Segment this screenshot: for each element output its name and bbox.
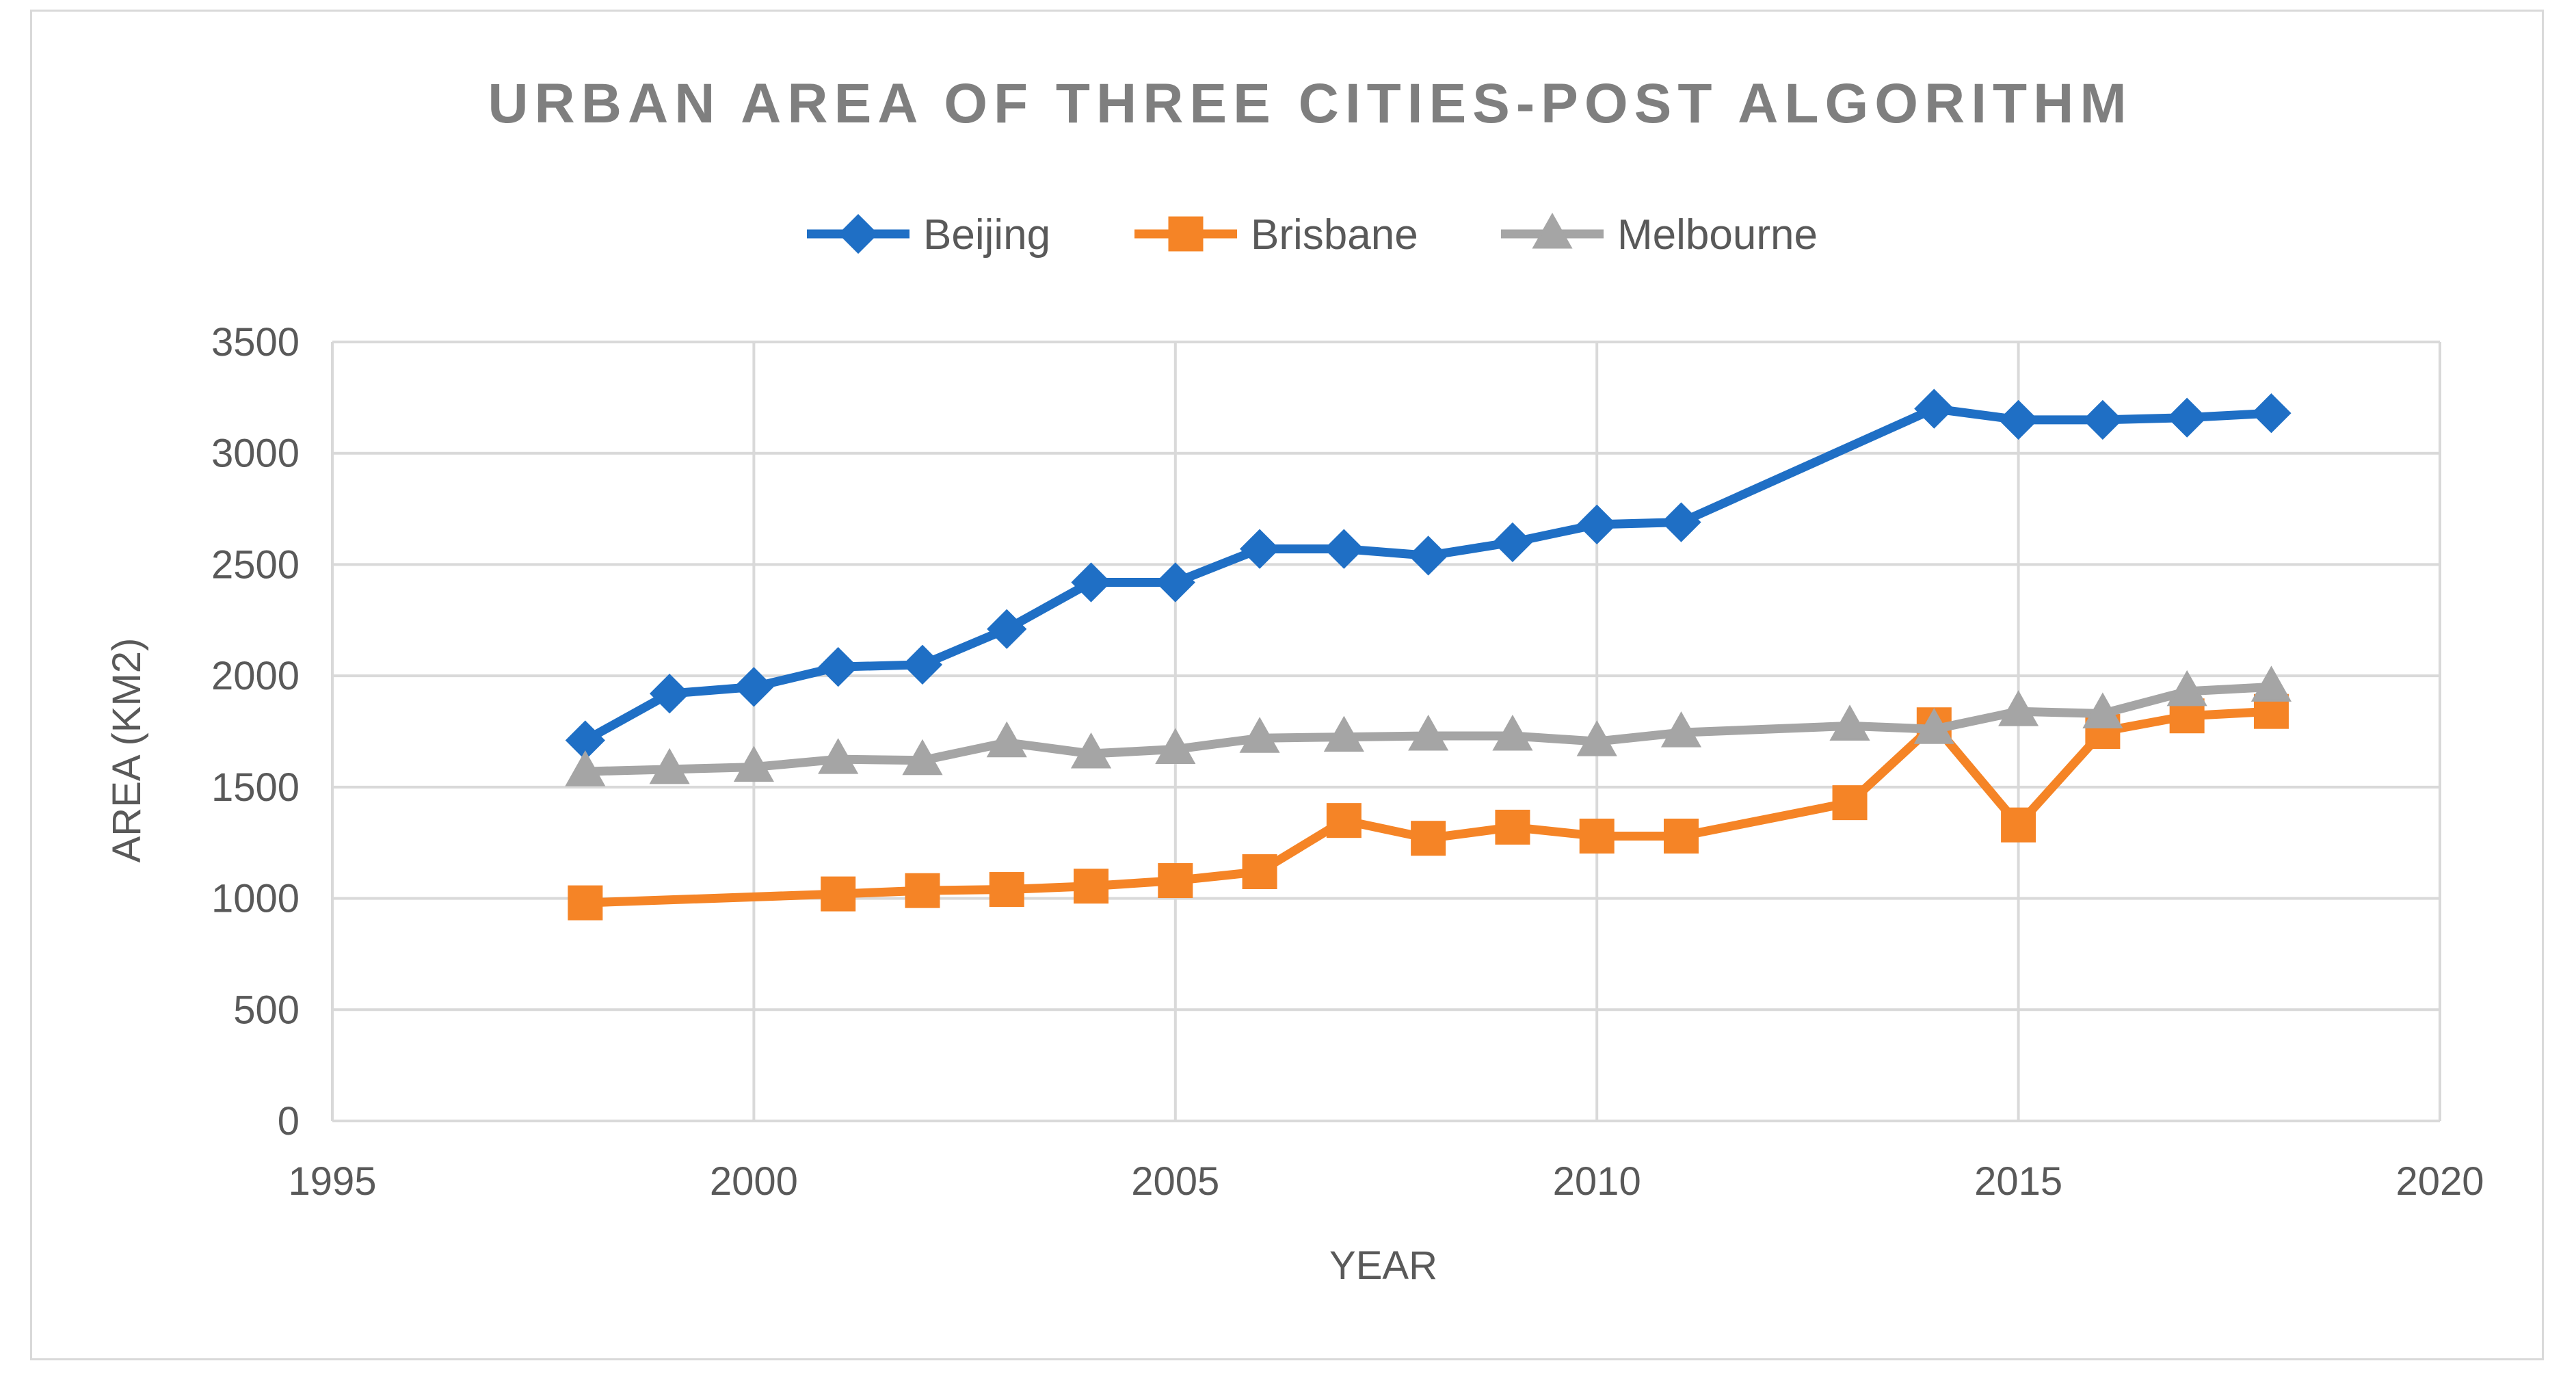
beijing-point [1155, 562, 1195, 603]
beijing-point [987, 609, 1027, 649]
gridlines [331, 341, 2441, 1122]
y-tick-label: 2500 [211, 542, 300, 587]
y-tick-label: 3500 [211, 320, 300, 365]
beijing-point [1914, 388, 1954, 429]
line-chart: URBAN AREA OF THREE CITIES-POST ALGORITH… [105, 72, 2484, 1288]
brisbane-point [1411, 821, 1446, 856]
chart-title: URBAN AREA OF THREE CITIES-POST ALGORITH… [488, 72, 2132, 135]
melbourne-point [986, 721, 1027, 758]
beijing-point [1998, 399, 2039, 440]
legend-triangle-icon [1532, 212, 1573, 249]
melbourne-point [1070, 732, 1112, 769]
beijing-point [1661, 502, 1701, 542]
beijing-point [2167, 397, 2207, 438]
y-axis-title: AREA (KM2) [105, 638, 149, 863]
series-brisbane [568, 694, 2289, 921]
legend-item-beijing: Beijing [807, 211, 1050, 259]
series-layer [565, 388, 2292, 921]
legend-label: Brisbane [1251, 211, 1418, 259]
melbourne-point [1239, 717, 1280, 753]
brisbane-point [1242, 854, 1277, 890]
x-tick-label: 2020 [2395, 1159, 2484, 1204]
x-tick-label: 2010 [1553, 1159, 1641, 1204]
legend-item-melbourne: Melbourne [1501, 211, 1818, 259]
y-tick-label: 3000 [211, 432, 300, 476]
beijing-point [1577, 504, 1617, 544]
brisbane-point [905, 873, 940, 908]
melbourne-point [1323, 715, 1364, 752]
melbourne-point [902, 739, 943, 776]
x-tick-label: 1995 [288, 1159, 376, 1204]
brisbane-point [1832, 785, 1868, 821]
beijing-point [734, 667, 774, 707]
melbourne-point [1660, 711, 1702, 748]
beijing-point [1071, 562, 1111, 603]
melbourne-point [733, 745, 774, 782]
brisbane-point [1074, 869, 1109, 904]
x-axis-title: YEAR [1329, 1243, 1437, 1288]
melbourne-point [1576, 720, 1617, 756]
melbourne-point [818, 738, 859, 774]
melbourne-point [649, 748, 690, 784]
legend-label: Melbourne [1617, 211, 1818, 259]
x-tick-label: 2005 [1131, 1159, 1219, 1204]
beijing-point [1492, 522, 1533, 563]
brisbane-point [1663, 818, 1699, 854]
brisbane-point [1579, 818, 1615, 854]
melbourne-point [2166, 670, 2207, 706]
y-tick-label: 2000 [211, 654, 300, 698]
beijing-point [1239, 529, 1280, 569]
melbourne-point [565, 750, 606, 787]
brisbane-point [989, 872, 1024, 908]
melbourne-point [1913, 708, 1954, 744]
y-tick-label: 1000 [211, 877, 300, 921]
melbourne-point [1492, 714, 1533, 751]
chart-frame: URBAN AREA OF THREE CITIES-POST ALGORITH… [30, 10, 2544, 1360]
y-tick-label: 1500 [211, 765, 300, 810]
brisbane-point [1326, 803, 1362, 838]
melbourne-point [1408, 714, 1449, 751]
legend-label: Beijing [923, 211, 1050, 259]
melbourne-line [581, 682, 2276, 776]
legend-item-brisbane: Brisbane [1134, 211, 1418, 259]
beijing-point [649, 674, 690, 714]
series-beijing [565, 388, 2292, 761]
legend: Beijing Brisbane Melbourne [807, 211, 1818, 259]
x-axis-ticks: 1995 2000 2005 2010 2015 2020 [288, 1159, 2484, 1204]
y-tick-label: 0 [278, 1099, 300, 1144]
melbourne-point [2082, 692, 2123, 728]
series-melbourne [565, 665, 2292, 787]
brisbane-point [821, 876, 856, 912]
brisbane-point [568, 885, 603, 921]
brisbane-point [1158, 863, 1193, 899]
melbourne-point [1829, 704, 1870, 741]
x-tick-label: 2015 [1974, 1159, 2062, 1204]
y-axis-ticks: 0 500 1000 1500 2000 2500 3000 3500 [211, 320, 300, 1144]
beijing-point [2251, 393, 2292, 434]
legend-square-icon [1168, 216, 1204, 252]
melbourne-point [2250, 665, 2292, 702]
beijing-point [902, 644, 943, 685]
beijing-point [1408, 536, 1448, 576]
melbourne-point [1155, 728, 1196, 765]
beijing-point [818, 647, 858, 687]
beijing-point [1324, 529, 1364, 569]
brisbane-point [1495, 809, 1530, 845]
y-tick-label: 500 [233, 988, 300, 1032]
beijing-point [2082, 399, 2123, 440]
x-tick-label: 2000 [710, 1159, 798, 1204]
melbourne-point [1998, 690, 2039, 726]
brisbane-point [2001, 807, 2036, 843]
legend-diamond-icon [838, 213, 879, 254]
